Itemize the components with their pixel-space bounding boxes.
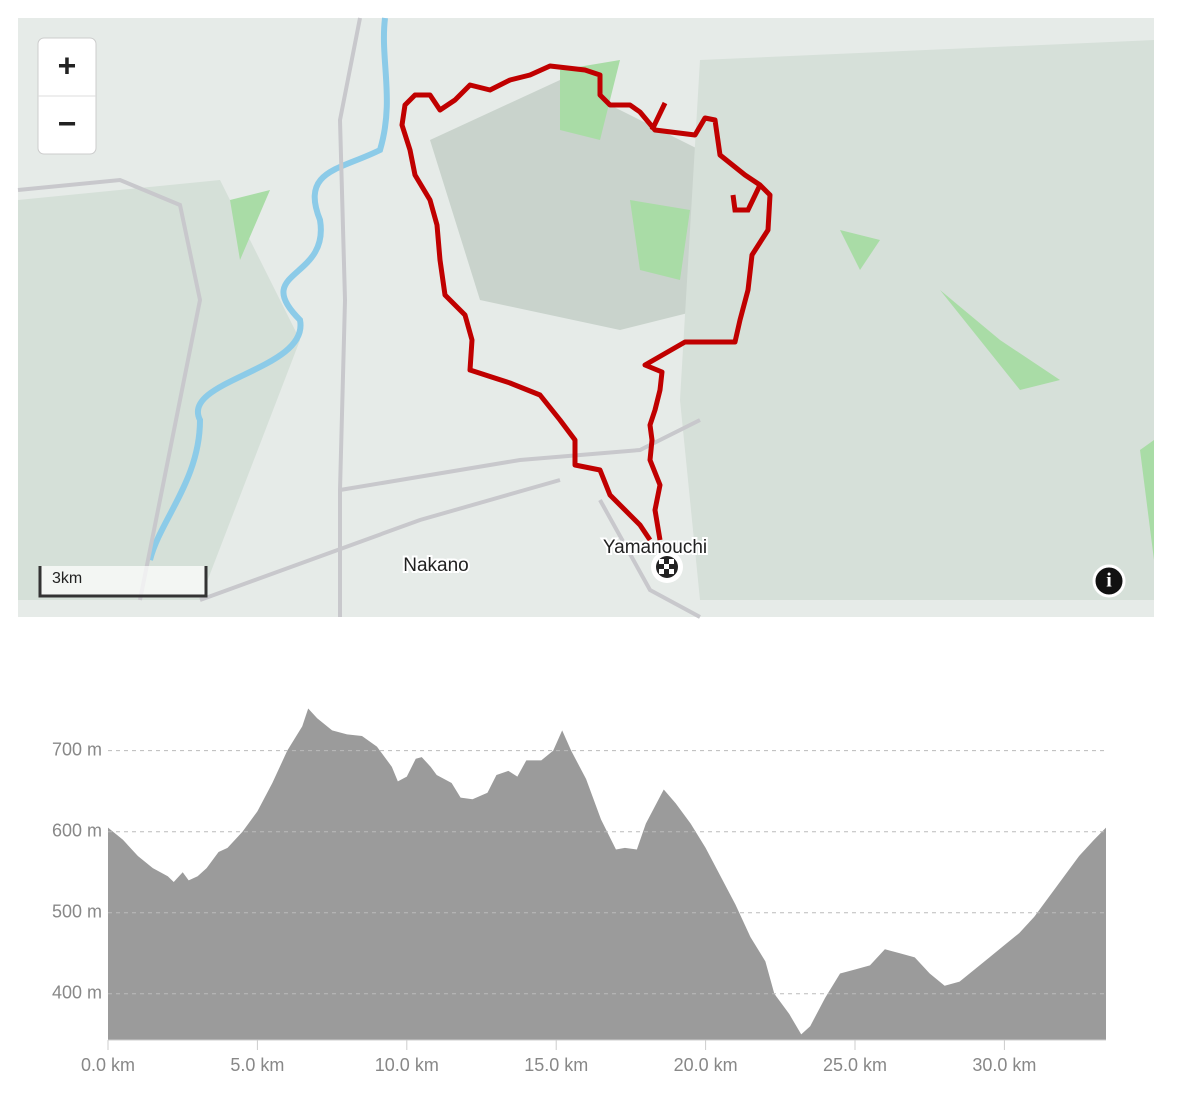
x-tick-label: 5.0 km bbox=[230, 1055, 284, 1075]
y-tick-label: 700 m bbox=[52, 739, 102, 759]
road bbox=[17, 17, 701, 619]
info-icon[interactable]: i bbox=[1106, 570, 1112, 592]
scale-bar bbox=[40, 566, 206, 596]
finish-marker bbox=[651, 551, 683, 583]
y-tick-label: 500 m bbox=[52, 901, 102, 921]
x-tick-label: 25.0 km bbox=[823, 1055, 887, 1075]
terrain bbox=[18, 180, 300, 600]
zoom-out[interactable]: − bbox=[58, 105, 77, 141]
map[interactable]: Nakano Yamanouchi + − 3km i bbox=[17, 17, 1154, 619]
x-tick-label: 20.0 km bbox=[674, 1055, 738, 1075]
x-tick-label: 15.0 km bbox=[524, 1055, 588, 1075]
scale-line bbox=[38, 566, 208, 598]
place-label: Nakano bbox=[403, 555, 469, 576]
place-label: Yamanouchi bbox=[603, 537, 707, 558]
elevation-chart: 400 m 500 m 600 m 700 m 0.0 km 5.0 km 10.0 km 1… bbox=[52, 708, 1106, 1075]
route-spur bbox=[730, 183, 763, 213]
y-tick-label: 600 m bbox=[52, 820, 102, 840]
x-tick-label: 10.0 km bbox=[375, 1055, 439, 1075]
info-button[interactable] bbox=[1092, 564, 1126, 598]
scale-label: 3km bbox=[52, 570, 82, 587]
y-tick-label: 400 m bbox=[52, 983, 102, 1003]
route-spur bbox=[649, 101, 668, 132]
x-tick-label: 30.0 km bbox=[972, 1055, 1036, 1075]
route bbox=[399, 63, 773, 542]
terrain bbox=[680, 40, 1154, 600]
elevation-area bbox=[108, 708, 1106, 1040]
river bbox=[147, 17, 390, 561]
x-tick-label: 0.0 km bbox=[81, 1055, 135, 1075]
zoom-in[interactable]: + bbox=[58, 47, 77, 83]
